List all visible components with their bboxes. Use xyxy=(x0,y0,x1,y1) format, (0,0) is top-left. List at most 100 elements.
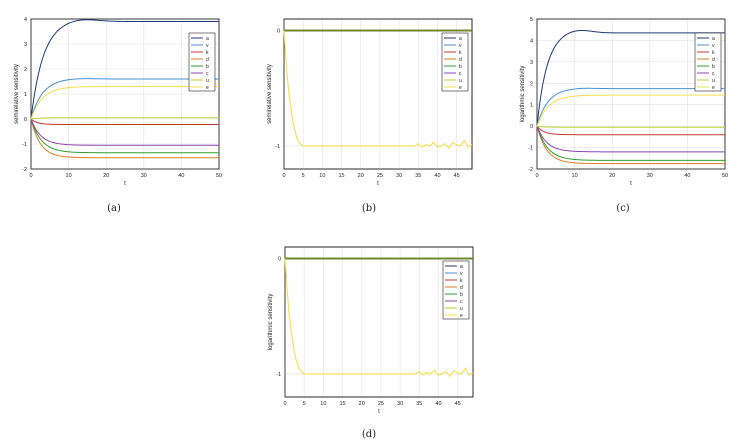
series-line-b xyxy=(536,125,725,161)
series-line-a xyxy=(536,29,725,127)
x-tick-label: 10 xyxy=(320,401,326,407)
y-tick-label: 2 xyxy=(24,67,27,73)
y-tick-label: 3 xyxy=(24,42,27,48)
chart-panel-c: 0 10 20 30 40 50 -2 -1 0 1 2 3 4 5 t logarithmic sensit… xyxy=(520,17,728,214)
legend-label-e: e xyxy=(712,85,715,91)
x-axis-label: t xyxy=(124,181,126,187)
x-tick-label: 15 xyxy=(338,173,344,179)
x-tick-label: 45 xyxy=(455,401,461,407)
x-tick-label: 10 xyxy=(572,173,578,179)
legend-label-u: u xyxy=(712,78,715,84)
legend-label-b: b xyxy=(459,64,462,70)
plot-area xyxy=(284,246,474,398)
series-line-c xyxy=(536,125,725,153)
y-tick-label: 1 xyxy=(24,92,27,98)
x-tick-label: 35 xyxy=(416,401,422,407)
legend-label-a: a xyxy=(460,264,463,270)
x-tick-label: 25 xyxy=(378,401,384,407)
legend-label-v: v xyxy=(459,43,462,49)
panel-caption: (b) xyxy=(362,203,376,214)
legend-label-b: b xyxy=(712,64,715,70)
x-tick-label: 30 xyxy=(647,173,653,179)
x-tick-label: 40 xyxy=(434,173,440,179)
x-tick-label: 40 xyxy=(684,173,690,179)
legend-label-a: a xyxy=(206,36,209,42)
series-line-d xyxy=(536,126,725,165)
legend-label-c: c xyxy=(712,71,715,77)
legend-box xyxy=(442,260,470,320)
legend-label-u: u xyxy=(459,78,462,84)
legend-label-u: u xyxy=(206,78,209,84)
series-line-v xyxy=(30,78,219,120)
y-tick-label: -1 xyxy=(528,146,533,152)
x-tick-label: 0 xyxy=(535,173,538,179)
plot-frame xyxy=(536,18,726,170)
legend-label-v: v xyxy=(712,43,715,49)
series-line-e xyxy=(536,94,725,127)
x-tick-label: 10 xyxy=(319,173,325,179)
legend-label-k: k xyxy=(459,50,462,56)
y-tick-label: 4 xyxy=(24,17,27,23)
legend-box xyxy=(188,32,216,92)
x-tick-label: 20 xyxy=(609,173,615,179)
series-line-u xyxy=(30,117,219,120)
x-tick-label: 25 xyxy=(377,173,383,179)
series-line-a xyxy=(30,19,219,120)
legend-label-e: e xyxy=(206,85,209,91)
legend-label-c: c xyxy=(459,71,462,77)
y-axis-label: semirelative sensitivity xyxy=(267,64,273,124)
series-line-e xyxy=(30,86,219,120)
legend-label-v: v xyxy=(460,271,463,277)
x-tick-label: 5 xyxy=(302,173,305,179)
legend-label-b: b xyxy=(206,64,209,70)
legend-box xyxy=(694,32,722,92)
panel-caption: (c) xyxy=(616,203,630,214)
x-tick-label: 20 xyxy=(358,173,364,179)
y-tick-label: 2 xyxy=(530,81,533,87)
y-tick-label: 0 xyxy=(530,124,533,130)
x-tick-label: 30 xyxy=(396,173,402,179)
legend-label-c: c xyxy=(206,71,209,77)
legend-label-d: d xyxy=(460,285,463,291)
legend-label-a: a xyxy=(712,36,715,42)
y-tick-label: 0 xyxy=(24,117,27,123)
series-line-e xyxy=(284,258,474,378)
x-tick-label: 15 xyxy=(339,401,345,407)
x-tick-label: 50 xyxy=(722,173,728,179)
series-line-v xyxy=(536,87,725,127)
legend-label-k: k xyxy=(712,50,715,56)
series-line-k xyxy=(30,118,219,125)
y-tick-label: 5 xyxy=(530,17,533,23)
y-tick-label: 0 xyxy=(278,257,281,263)
x-tick-label: 0 xyxy=(282,173,285,179)
legend-label-d: d xyxy=(459,57,462,63)
plot-frame xyxy=(283,18,473,170)
x-tick-label: 30 xyxy=(141,173,147,179)
x-tick-label: 45 xyxy=(454,173,460,179)
y-axis-label: semirelative sensitivity xyxy=(14,64,20,124)
x-axis-label: t xyxy=(378,409,380,415)
legend-label-a: a xyxy=(459,36,462,42)
legend-box xyxy=(441,32,469,92)
y-tick-label: 1 xyxy=(530,103,533,109)
x-tick-label: 20 xyxy=(359,401,365,407)
x-tick-label: 0 xyxy=(283,401,286,407)
x-axis-label: t xyxy=(377,181,379,187)
series-line-d xyxy=(30,118,219,159)
x-tick-label: 40 xyxy=(178,173,184,179)
y-axis-label: logarithmic sensitivity xyxy=(268,294,274,351)
x-tick-label: 35 xyxy=(415,173,421,179)
x-tick-label: 5 xyxy=(303,401,306,407)
x-tick-label: 0 xyxy=(29,173,32,179)
y-tick-label: -1 xyxy=(22,142,27,148)
legend-label-e: e xyxy=(460,313,463,319)
legend-label-b: b xyxy=(460,292,463,298)
y-tick-label: 0 xyxy=(277,29,280,35)
panel-caption: (d) xyxy=(362,429,376,440)
legend-label-k: k xyxy=(206,50,209,56)
